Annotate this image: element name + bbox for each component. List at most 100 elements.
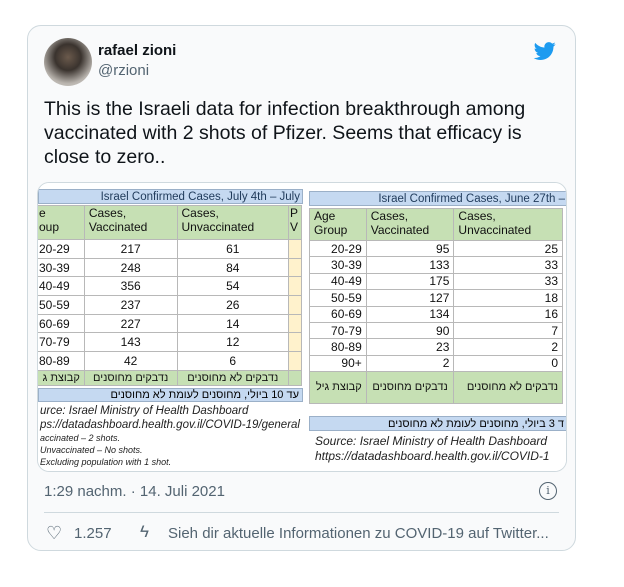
avatar[interactable] bbox=[44, 38, 92, 86]
table-cell: 30-39 bbox=[38, 257, 85, 278]
table-row: 70-79 143 12 bbox=[38, 332, 302, 353]
table-row: 90+ 2 0 bbox=[309, 354, 563, 373]
table-cell: 2 bbox=[365, 354, 455, 373]
table-row: 80-89 42 6 bbox=[38, 351, 302, 371]
header-cell: P V bbox=[288, 205, 302, 240]
table-cell: 217 bbox=[83, 239, 178, 259]
author-handle[interactable]: @rzioni bbox=[98, 62, 150, 79]
note-row: עד 10 ביולי, מחוסנים לעומת לא מחוסנים bbox=[38, 388, 303, 402]
hebrew-header: קבוצת גיל bbox=[309, 371, 367, 405]
hebrew-header: נדבקים מחוסנים bbox=[365, 371, 455, 405]
table-cell: 20-29 bbox=[309, 239, 367, 258]
footnote: Excluding population with 1 shot. bbox=[40, 457, 172, 467]
table-cell: 42 bbox=[83, 351, 178, 371]
table-cell: 33 bbox=[453, 272, 563, 291]
hebrew-header: נדבקים מחוסנים bbox=[83, 369, 178, 386]
header-cell: Cases, Vaccinated bbox=[83, 205, 178, 240]
source-url: https://datadashboard.health.gov.il/COVI… bbox=[315, 449, 550, 463]
header-cell: Cases, Unvaccinated bbox=[453, 208, 563, 241]
info-icon[interactable]: i bbox=[539, 482, 557, 500]
table-cell: 127 bbox=[365, 289, 455, 307]
table-cell: 14 bbox=[176, 313, 290, 334]
divider bbox=[44, 512, 559, 513]
table-cell: 90+ bbox=[309, 354, 367, 373]
table-cell: 6 bbox=[176, 351, 290, 371]
table-cell: 80-89 bbox=[38, 351, 85, 371]
table-cell: 12 bbox=[176, 332, 290, 353]
header-cell: e оup bbox=[38, 205, 85, 240]
author-name[interactable]: rafael zioni bbox=[98, 42, 177, 59]
table-cell: 61 bbox=[176, 239, 290, 259]
table-row: 20-29 217 61 bbox=[38, 239, 302, 259]
table-cell: 356 bbox=[83, 276, 178, 297]
table-cell: 16 bbox=[453, 305, 563, 323]
table-title: Israel Confirmed Cases, July 4th – July bbox=[38, 189, 303, 204]
heart-icon[interactable]: ♡ bbox=[46, 523, 63, 543]
table-cell: 0 bbox=[453, 354, 563, 373]
hebrew-header: נדבקים לא מחוסנים bbox=[453, 371, 563, 405]
table-cell: 84 bbox=[176, 257, 290, 278]
table-cell: 50-59 bbox=[38, 295, 85, 315]
table-cell: 30-39 bbox=[309, 256, 367, 274]
twitter-bird-icon[interactable] bbox=[533, 40, 557, 62]
table-row: 30-39 133 33 bbox=[309, 256, 563, 274]
table-cell: 227 bbox=[83, 313, 178, 334]
table-row: 50-59 127 18 bbox=[309, 289, 563, 307]
image-right[interactable]: Israel Confirmed Cases, June 27th – Age … bbox=[305, 183, 566, 471]
table-cell: 33 bbox=[453, 256, 563, 274]
table-row: 30-39 248 84 bbox=[38, 257, 302, 278]
table-cell: 80-89 bbox=[309, 338, 367, 356]
table-title: Israel Confirmed Cases, June 27th – bbox=[309, 191, 566, 206]
tweet-timestamp[interactable]: 1:29 nachm. · 14. Juli 2021 bbox=[44, 483, 225, 500]
covid-info-link[interactable]: Sieh dir aktuelle Informationen zu COVID… bbox=[168, 525, 549, 542]
table-cell: 7 bbox=[453, 321, 563, 340]
table-cell: 237 bbox=[83, 295, 178, 315]
table-cell: 23 bbox=[365, 338, 455, 356]
table-cell: 134 bbox=[365, 305, 455, 323]
table-cell: 40-49 bbox=[309, 272, 367, 291]
table-row: 80-89 23 2 bbox=[309, 338, 563, 356]
table-cell: 95 bbox=[365, 239, 455, 258]
like-count[interactable]: 1.257 bbox=[74, 525, 112, 542]
table-row: 20-29 95 25 bbox=[309, 239, 563, 258]
header-cell: Cases, Vaccinated bbox=[365, 208, 455, 241]
table-row: 40-49 175 33 bbox=[309, 272, 563, 291]
table-row: 60-69 134 16 bbox=[309, 305, 563, 323]
table-cell: 54 bbox=[176, 276, 290, 297]
table-cell: 2 bbox=[453, 338, 563, 356]
image-left[interactable]: Israel Confirmed Cases, July 4th – July … bbox=[38, 183, 303, 471]
lightning-icon: ϟ bbox=[140, 522, 149, 541]
table-row: 50-59 237 26 bbox=[38, 295, 302, 315]
table-cell: 40-49 bbox=[38, 276, 85, 297]
table-cell: 133 bbox=[365, 256, 455, 274]
table-cell: 18 bbox=[453, 289, 563, 307]
left-data-table: e оup Cases, Vaccinated Cases, Unvaccina… bbox=[38, 205, 302, 386]
source-line: Source: Israel Ministry of Health Dashbo… bbox=[315, 434, 548, 448]
table-cell: 60-69 bbox=[38, 313, 85, 334]
header-cell: Cases, Unvaccinated bbox=[176, 205, 290, 240]
table-cell: 248 bbox=[83, 257, 178, 278]
tweet-media[interactable]: Israel Confirmed Cases, July 4th – July … bbox=[37, 182, 567, 472]
table-cell: 70-79 bbox=[38, 332, 85, 353]
table-row: 60-69 227 14 bbox=[38, 313, 302, 334]
table-cell: 20-29 bbox=[38, 239, 85, 259]
table-cell: 60-69 bbox=[309, 305, 367, 323]
table-cell: 143 bbox=[83, 332, 178, 353]
tweet-text: This is the Israeli data for infection b… bbox=[44, 98, 526, 168]
note-row: ד 3 ביולי, מחוסנים לעומת לא מחוסנים bbox=[309, 416, 566, 431]
table-cell: 50-59 bbox=[309, 289, 367, 307]
table-row: 70-79 90 7 bbox=[309, 321, 563, 340]
table-cell: 25 bbox=[453, 239, 563, 258]
right-data-table: Age Group Cases, Vaccinated Cases, Unvac… bbox=[309, 208, 563, 405]
source-line: urce: Israel Ministry of Health Dashboar… bbox=[40, 405, 249, 417]
footnote: Unvaccinated – No shots. bbox=[40, 445, 143, 455]
hebrew-header: נדבקים לא מחוסנים bbox=[176, 369, 290, 386]
tweet-card: rafael zioni @rzioni This is the Israeli… bbox=[27, 25, 576, 551]
header-cell: Age Group bbox=[309, 208, 367, 241]
table-row: 40-49 356 54 bbox=[38, 276, 302, 297]
table-cell: 26 bbox=[176, 295, 290, 315]
table-cell: 90 bbox=[365, 321, 455, 340]
footnote: accinated – 2 shots. bbox=[40, 433, 121, 443]
source-url: ps://datadashboard.health.gov.il/COVID-1… bbox=[40, 419, 300, 431]
hebrew-header: קבוצת ג bbox=[38, 369, 85, 386]
